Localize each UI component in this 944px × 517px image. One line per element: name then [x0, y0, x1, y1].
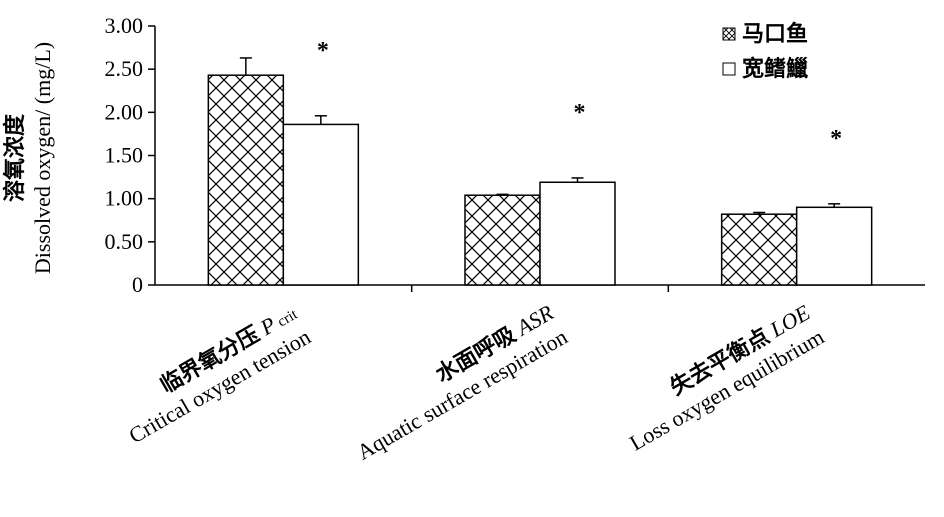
- bars: * * *: [207, 38, 873, 286]
- bar: [207, 74, 285, 286]
- y-tick-label: 1.00: [105, 186, 144, 211]
- bar: [539, 181, 616, 286]
- y-tick-label: 0.50: [105, 229, 144, 254]
- bar: [464, 194, 541, 286]
- y-tick-label: 2.50: [105, 56, 144, 81]
- axes: 0 0.50 1.00 1.50 2.00 2.50 3.00: [105, 13, 925, 297]
- legend-swatch-1: [722, 62, 736, 76]
- y-tick-label: 1.50: [105, 143, 144, 168]
- category-label-en: Aquatic surface respiration: [353, 324, 572, 465]
- significance-marker: *: [574, 100, 586, 126]
- legend-label-0: 马口鱼: [742, 21, 808, 46]
- significance-marker: *: [317, 38, 329, 64]
- y-axis-label-en: Dissolved oxygen/ (mg/L): [30, 42, 55, 274]
- y-tick-label: 2.00: [105, 99, 144, 124]
- y-tick-label: 3.00: [105, 13, 144, 38]
- bar: [720, 213, 798, 286]
- y-tick-label: 0: [132, 272, 143, 297]
- legend-label-1: 宽鳍鱲: [742, 56, 808, 81]
- legend: 马口鱼 宽鳍鱲: [722, 21, 808, 81]
- bar: [795, 206, 873, 286]
- y-axis-label-cn: 溶氧浓度: [2, 113, 27, 202]
- significance-marker: *: [830, 126, 842, 152]
- legend-swatch-0: [722, 27, 736, 41]
- bar: [282, 123, 360, 286]
